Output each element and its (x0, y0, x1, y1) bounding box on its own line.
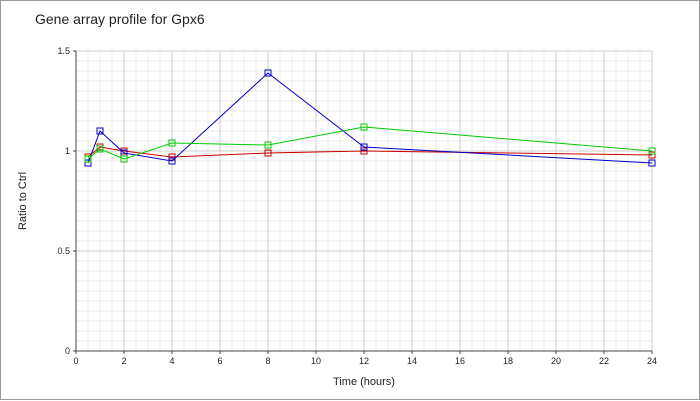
y-tick-label: 0 (65, 346, 70, 356)
x-axis-label: Time (hours) (333, 376, 395, 388)
x-tick-label: 12 (359, 356, 369, 366)
series-3-point (648, 147, 656, 155)
x-tick-label: 10 (311, 356, 321, 366)
x-tick-label: 20 (551, 356, 561, 366)
series-1-point (168, 153, 176, 161)
chart-title: Gene array profile for Gpx6 (35, 11, 205, 27)
y-tick-label: 0.5 (57, 246, 70, 256)
y-tick-label: 1 (65, 146, 70, 156)
series-3-point (168, 139, 176, 147)
x-tick-label: 16 (455, 356, 465, 366)
series-2-point (264, 69, 272, 77)
x-tick-label: 0 (73, 356, 78, 366)
series-2-point (84, 159, 92, 167)
x-tick-label: 8 (265, 356, 270, 366)
x-tick-label: 6 (217, 356, 222, 366)
series-3-line (87, 126, 653, 160)
series-3-point (96, 145, 104, 153)
x-tick-label: 14 (407, 356, 417, 366)
series-3-point (264, 141, 272, 149)
series-3-point (84, 155, 92, 163)
series-2-line (87, 72, 653, 164)
y-tick-label: 1.5 (57, 46, 70, 56)
series-2-point (168, 157, 176, 165)
x-tick-label: 4 (169, 356, 174, 366)
series-2-point (96, 127, 104, 135)
series-2-point (648, 159, 656, 167)
series-1-line (87, 146, 653, 158)
x-tick-label: 2 (121, 356, 126, 366)
series-2-point (360, 143, 368, 151)
series-1-point (360, 147, 368, 155)
x-tick-label: 18 (503, 356, 513, 366)
y-axis-label: Ratio to Ctrl (17, 172, 29, 230)
series-3-point (360, 123, 368, 131)
series-3-point (120, 155, 128, 163)
x-tick-label: 24 (647, 356, 657, 366)
x-tick-label: 22 (599, 356, 609, 366)
series-1-point (264, 149, 272, 157)
series-1-point (648, 151, 656, 159)
